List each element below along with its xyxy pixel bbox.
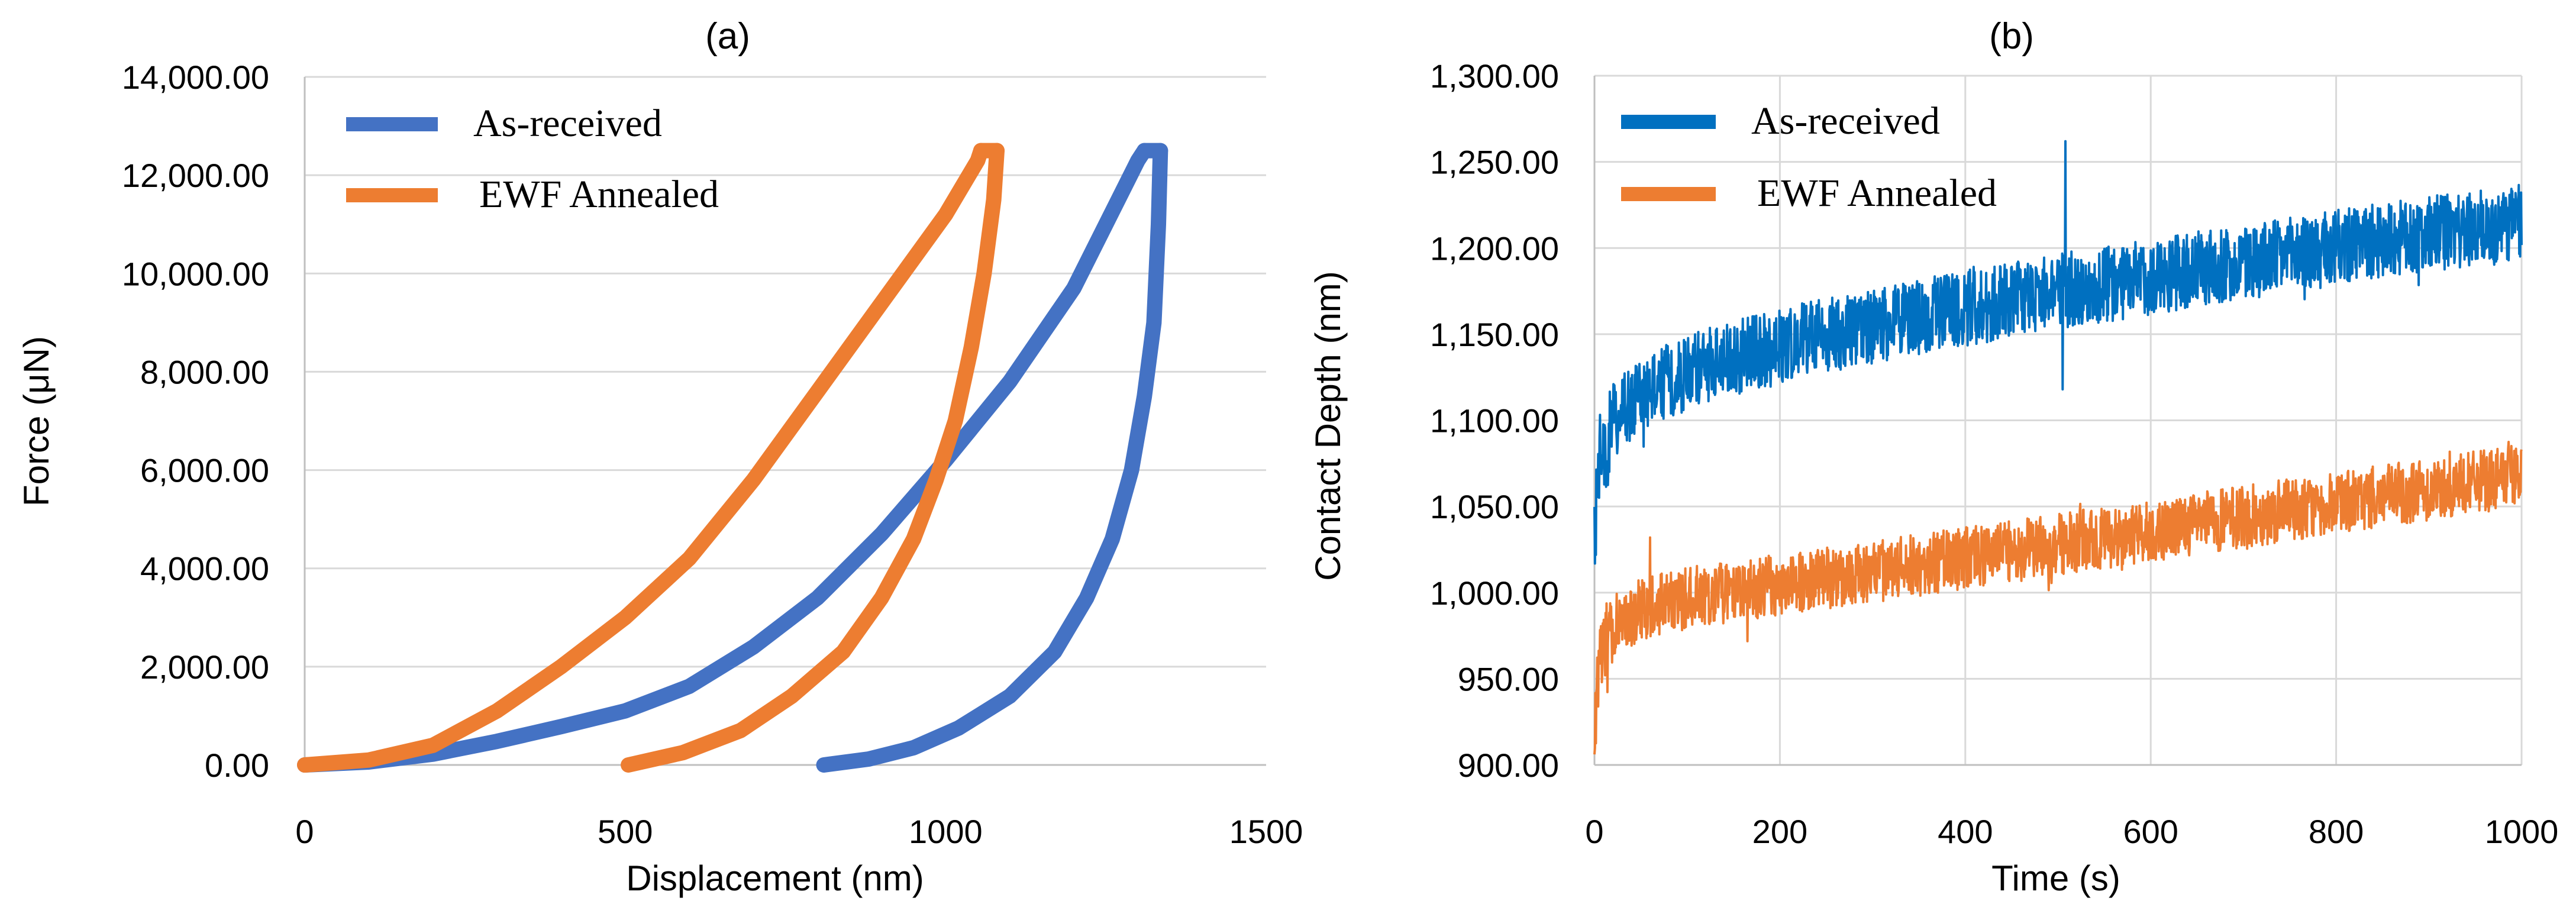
panel-b-y-tick-label: 1,100.00: [1430, 402, 1559, 440]
panel-b-y-tick-labels: 900.00 950.00 1,000.00 1,050.00 1,100.00 1,15…: [1430, 57, 1559, 784]
panel-a-y-tick-label: 6,000.00: [140, 452, 269, 489]
panel-b-y-tick-label: 1,300.00: [1430, 57, 1559, 95]
panel-a-y-tick-label: 14,000.00: [122, 59, 269, 96]
panel-b-x-tick-label: 1000: [2485, 813, 2559, 850]
panel-b-y-axis-label: Contact Depth (nm): [1308, 271, 1348, 581]
panel-b-y-tick-label: 1,250.00: [1430, 144, 1559, 181]
panel-a-x-tick-label: 0: [295, 813, 314, 850]
panel-a-title: (a): [705, 16, 750, 57]
panel-a-x-tick-labels: 0 500 1000 1500: [295, 813, 1303, 850]
panel-b-axes: [1593, 76, 2522, 766]
panel-a-y-tick-label: 0.00: [205, 747, 269, 784]
panel-a-y-tick-label: 2,000.00: [140, 648, 269, 686]
panel-a-force-displacement: (a) 0.00 2,000.00 4,000.00 6,000.00 8,000.00…: [17, 16, 1303, 898]
panel-b-x-tick-label: 400: [1938, 813, 1993, 850]
panel-a-legend: As-received EWF Annealed: [346, 102, 719, 216]
panel-b-series: [1593, 140, 2523, 755]
panel-a-y-tick-labels: 0.00 2,000.00 4,000.00 6,000.00 8,000.00 10,0…: [122, 59, 269, 784]
panel-b-y-tick-label: 1,000.00: [1430, 574, 1559, 612]
panel-b-y-tick-label: 1,200.00: [1430, 230, 1559, 267]
panel-a-series-ewf-annealed: [297, 143, 1005, 773]
panel-a-y-tick-label: 12,000.00: [122, 157, 269, 194]
legend-label-ewf-annealed: EWF Annealed: [1757, 172, 1997, 215]
panel-b-y-tick-label: 1,050.00: [1430, 488, 1559, 525]
legend-label-as-received: As-received: [1751, 99, 1940, 143]
panel-b-x-tick-label: 200: [1752, 813, 1807, 850]
panel-a-y-tick-label: 4,000.00: [140, 550, 269, 587]
panel-b-x-tick-label: 600: [2123, 813, 2178, 850]
panel-a-x-tick-label: 1500: [1229, 813, 1303, 850]
panel-a-as-received-unloading-curve: [816, 143, 1168, 773]
panel-b-x-tick-labels: 0 200 400 600 800 1000: [1585, 813, 2558, 850]
panel-b-gridlines: [1594, 75, 2523, 765]
panel-a-as-received-loading-curve: [297, 143, 1153, 773]
legend-label-ewf-annealed: EWF Annealed: [479, 173, 719, 216]
panel-a-y-tick-label: 8,000.00: [140, 353, 269, 390]
panel-b-series-as-received-line: [1593, 140, 2523, 565]
panel-b-x-tick-label: 0: [1585, 813, 1603, 850]
panel-b-contact-depth-time: (b) 900.00 950.00 1,000.00 1,050.00 1,100.00…: [1308, 16, 2558, 898]
panel-a-x-axis-label: Displacement (nm): [626, 858, 924, 898]
panel-b-x-tick-label: 800: [2309, 813, 2364, 850]
panel-b-y-tick-label: 900.00: [1458, 747, 1559, 784]
panel-a-axes: [304, 77, 1266, 766]
legend-label-as-received: As-received: [473, 102, 662, 145]
panel-a-x-tick-label: 500: [598, 813, 653, 850]
panel-a-gridlines: [305, 76, 1266, 668]
panel-a-y-axis-label: Force (μN): [17, 336, 56, 506]
panel-a-ewf-annealed-loading-curve: [297, 143, 989, 773]
panel-b-title: (b): [1989, 16, 2034, 57]
panel-a-ewf-annealed-unloading-curve: [621, 143, 1005, 773]
panel-a-y-tick-label: 10,000.00: [122, 255, 269, 292]
panel-b-series-ewf-annealed-line: [1593, 441, 2523, 755]
panel-b-y-tick-label: 950.00: [1458, 660, 1559, 698]
panel-a-x-tick-label: 1000: [909, 813, 983, 850]
panel-b-legend: As-received EWF Annealed: [1621, 99, 1997, 215]
panel-b-x-axis-label: Time (s): [1991, 858, 2120, 898]
panel-a-series-as-received: [297, 143, 1168, 773]
panel-b-y-tick-label: 1,150.00: [1430, 316, 1559, 353]
panel-a-series: [297, 143, 1168, 773]
